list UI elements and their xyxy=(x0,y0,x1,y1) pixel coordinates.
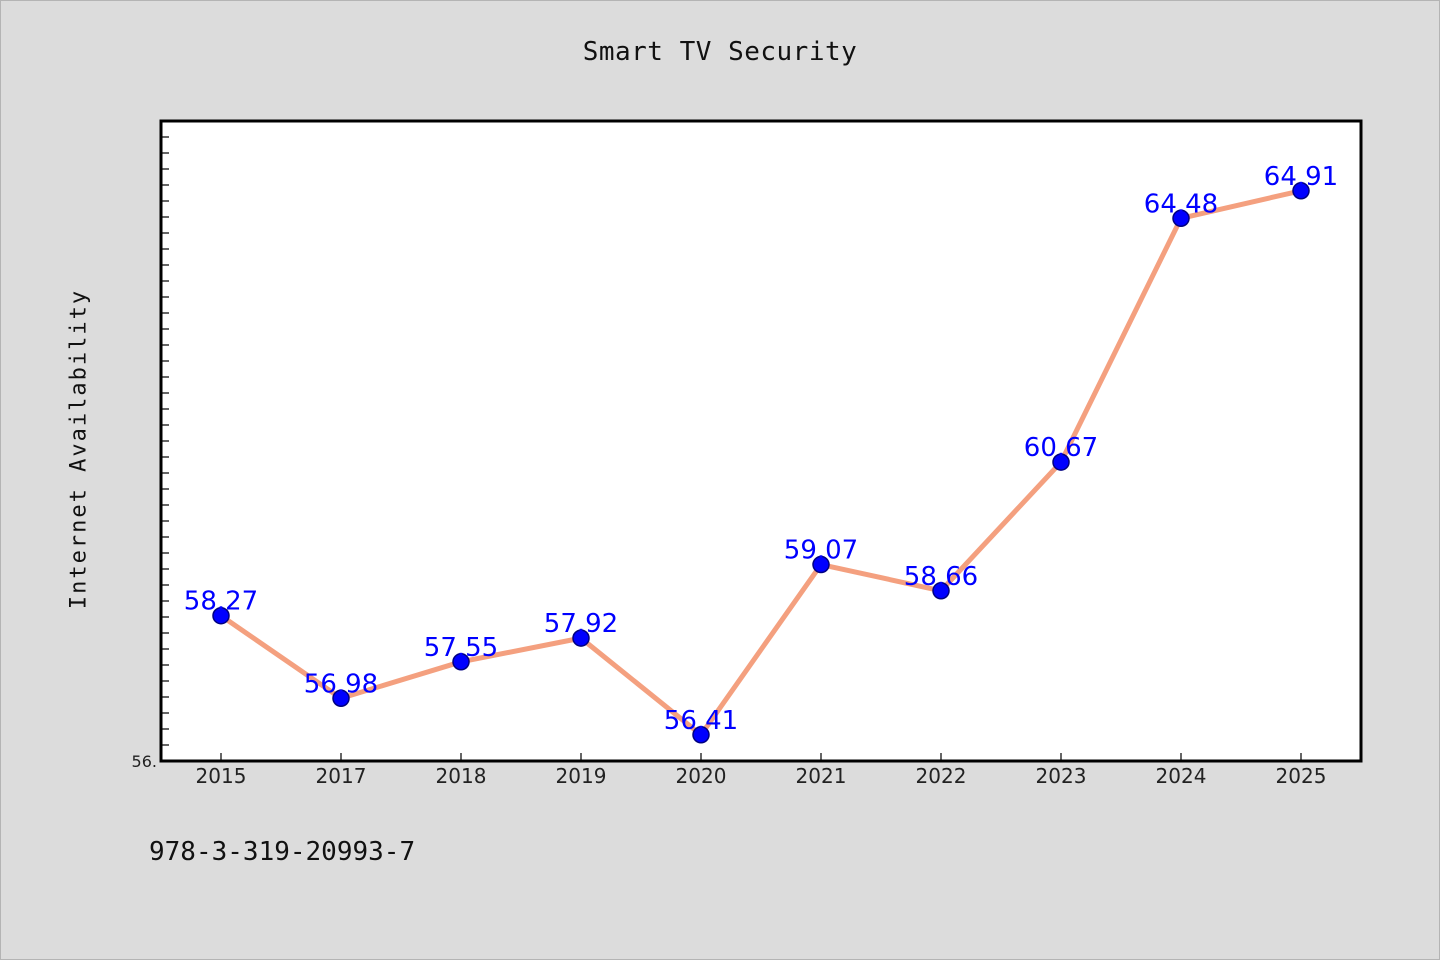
y-tick-label: 56. xyxy=(132,752,157,771)
x-tick-label: 2025 xyxy=(1276,764,1327,788)
data-label: 56.41 xyxy=(664,706,738,736)
data-label: 64.48 xyxy=(1144,189,1218,219)
x-tick-label: 2015 xyxy=(196,764,247,788)
data-label: 56.98 xyxy=(304,669,378,699)
x-tick-label: 2017 xyxy=(316,764,367,788)
data-point xyxy=(1292,182,1310,200)
data-label: 64.91 xyxy=(1264,162,1338,192)
data-point xyxy=(332,689,350,708)
data-point xyxy=(812,555,830,574)
x-tick-label: 2020 xyxy=(676,764,727,788)
data-point xyxy=(572,629,590,647)
data-point xyxy=(1172,209,1190,228)
footer-identifier: 978-3-319-20993-7 xyxy=(149,837,416,867)
x-tick-label: 2019 xyxy=(556,764,607,788)
data-label: 60.67 xyxy=(1024,433,1098,463)
data-point xyxy=(932,582,950,600)
x-tick-label: 2021 xyxy=(796,764,847,788)
x-tick-label: 2018 xyxy=(436,764,487,788)
x-tick-label: 2022 xyxy=(916,764,967,788)
data-label: 57.55 xyxy=(424,633,498,663)
x-tick-label: 2023 xyxy=(1036,764,1087,788)
data-point xyxy=(692,726,710,744)
series-line xyxy=(218,188,1304,738)
plot-frame xyxy=(159,119,1363,763)
x-tick-label: 2024 xyxy=(1156,764,1207,788)
data-label: 58.66 xyxy=(904,562,978,592)
data-label: 57.92 xyxy=(544,609,618,639)
data-label: 58.27 xyxy=(184,587,258,617)
chart-title: Smart TV Security xyxy=(582,37,858,67)
data-point xyxy=(452,653,470,671)
data-point xyxy=(212,606,230,625)
data-point xyxy=(1052,453,1070,471)
data-label: 59.07 xyxy=(784,536,858,566)
